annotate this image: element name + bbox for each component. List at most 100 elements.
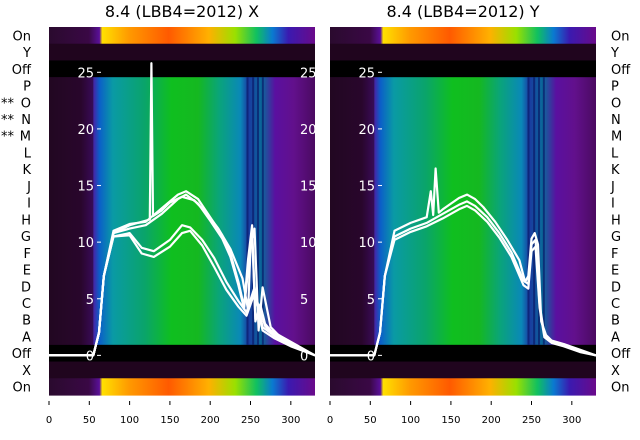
row-label: X — [611, 364, 620, 379]
heatmap-stripe — [533, 77, 536, 345]
heatmap-dark-region — [330, 77, 375, 345]
heatmap-stripe — [537, 77, 540, 345]
row-mark: ** — [1, 113, 15, 128]
row-label: D — [611, 280, 621, 295]
heatmap-row — [49, 77, 315, 95]
x-tick-label: 0 — [327, 415, 333, 426]
row-label: P — [611, 80, 619, 95]
overlay-y-tick-label-right: 20 — [300, 123, 317, 138]
overlay-y-tick-label: 25 — [77, 66, 94, 81]
row-label: I — [611, 197, 615, 212]
heatmap-row — [330, 77, 596, 95]
x-tick-label: 0 — [46, 415, 52, 426]
heatmap-row — [330, 311, 596, 329]
heatmap-row — [330, 43, 596, 62]
row-label: M — [20, 130, 31, 145]
overlay-y-tick-label-right: 25 — [300, 66, 317, 81]
x-tick-label: 100 — [120, 415, 139, 426]
row-label: J — [26, 180, 31, 195]
x-tick-label: 100 — [401, 415, 420, 426]
heatmap-stripe — [252, 77, 255, 345]
heatmap-row — [49, 361, 315, 379]
row-label: C — [611, 297, 620, 312]
row-label: On — [13, 29, 31, 44]
heatmap-row — [49, 311, 315, 329]
heatmap-stripe — [542, 77, 545, 345]
row-label: Y — [22, 46, 31, 61]
overlay-y-tick-label-right: 15 — [300, 180, 317, 195]
heatmap-panel-x: 8.4 (LBB4=2012) X0 50 100 150 200 250 300OnYOf… — [1, 2, 317, 426]
heatmap-row — [330, 177, 596, 195]
x-tick-label: 150 — [160, 415, 179, 426]
row-label: Y — [610, 46, 619, 61]
x-tick-label: 250 — [522, 415, 541, 426]
row-label: I — [27, 197, 31, 212]
overlay-y-tick-label: 15 — [77, 180, 94, 195]
overlay-series-line — [330, 204, 597, 357]
x-tick-label: 250 — [241, 415, 260, 426]
row-label: G — [21, 230, 31, 245]
row-label: Off — [611, 63, 631, 78]
row-label: O — [611, 96, 621, 111]
row-label: J — [610, 180, 615, 195]
heatmap-row — [49, 60, 315, 78]
heatmap-row — [330, 60, 596, 78]
row-label: K — [22, 163, 31, 178]
x-tick-label: 50 — [364, 415, 377, 426]
x-tick-label: 200 — [201, 415, 220, 426]
row-label: H — [611, 213, 621, 228]
row-label: E — [611, 264, 619, 279]
overlay-y-tick-label: 5 — [367, 293, 375, 308]
heatmap-row — [330, 361, 596, 379]
heatmap-row — [49, 160, 315, 179]
row-label: L — [611, 146, 619, 161]
overlay-y-tick-label: 10 — [358, 236, 375, 251]
overlay-y-tick-label: 0 — [86, 349, 94, 364]
row-label: On — [13, 381, 31, 396]
heatmap-dark-region — [49, 77, 94, 345]
row-label: O — [21, 96, 31, 111]
row-label: Off — [12, 347, 32, 362]
row-label: B — [611, 314, 620, 329]
heatmap-row — [49, 110, 315, 128]
heatmap-stripe — [261, 77, 264, 345]
chart-title: 8.4 (LBB4=2012) X — [105, 2, 259, 21]
row-label: M — [611, 130, 622, 145]
heatmap-row — [330, 344, 596, 363]
overlay-y-tick-label: 20 — [358, 123, 375, 138]
heatmap-row — [330, 93, 596, 112]
heatmap-row — [49, 344, 315, 363]
heatmap-row — [49, 211, 315, 229]
heatmap-row — [330, 211, 596, 229]
row-label: A — [611, 330, 620, 345]
row-label: A — [22, 330, 31, 345]
overlay-y-tick-label: 0 — [367, 349, 375, 364]
heatmap-row — [49, 194, 315, 212]
overlay-y-tick-label: 15 — [358, 180, 375, 195]
row-label: P — [23, 80, 31, 95]
row-label: Off — [611, 347, 631, 362]
heatmap-row — [49, 177, 315, 195]
row-label: B — [22, 314, 31, 329]
heatmap-row — [330, 27, 596, 45]
heatmap-row — [330, 378, 596, 396]
heatmap-row — [330, 227, 596, 246]
overlay-y-tick-label: 25 — [358, 66, 375, 81]
row-label: Off — [12, 63, 32, 78]
row-label: C — [22, 297, 31, 312]
overlay-series-line — [49, 62, 316, 357]
row-label: X — [22, 364, 31, 379]
row-label: F — [24, 247, 31, 262]
row-label: D — [21, 280, 31, 295]
overlay-y-tick-label-right: 5 — [300, 293, 308, 308]
heatmap-row — [49, 43, 315, 62]
row-label: N — [21, 113, 31, 128]
heatmap-stripe — [246, 77, 249, 345]
overlay-y-tick-label: 20 — [77, 123, 94, 138]
heatmap-row — [49, 93, 315, 112]
chart-title: 8.4 (LBB4=2012) Y — [386, 2, 539, 21]
x-tick-label: 50 — [83, 415, 96, 426]
heatmap-stripe — [527, 77, 530, 345]
heatmap-row — [330, 328, 596, 346]
heatmap-row — [49, 144, 315, 162]
